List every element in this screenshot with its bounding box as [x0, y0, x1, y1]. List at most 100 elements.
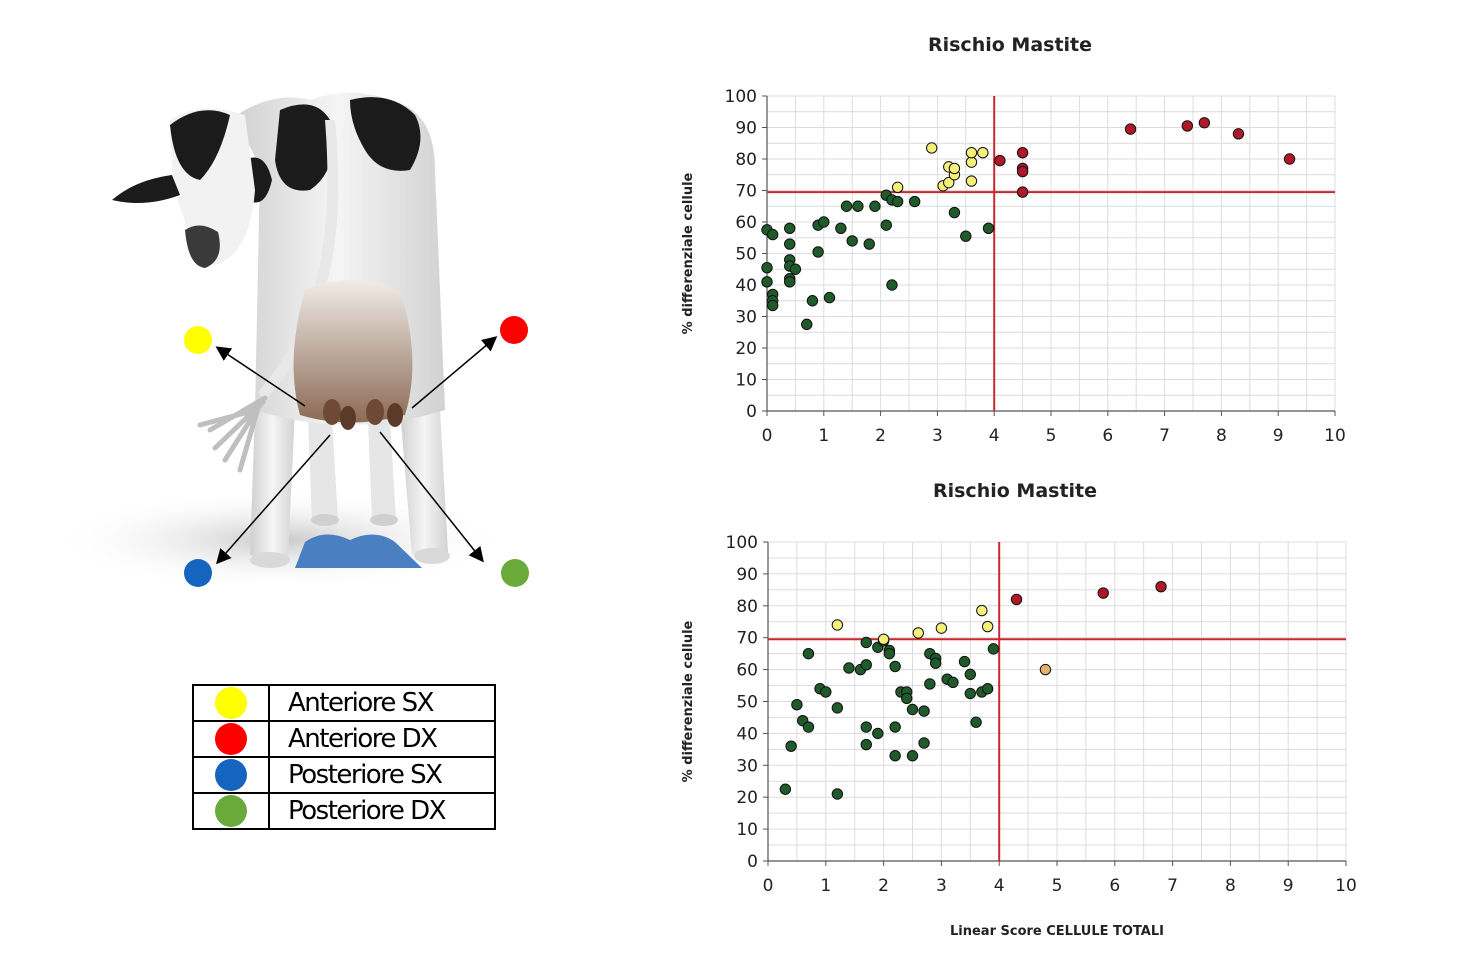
- data-point: [943, 176, 955, 189]
- data-point: [891, 195, 904, 208]
- data-point: [918, 737, 930, 749]
- data-point: [947, 676, 959, 689]
- x-tick-label: 9: [1273, 426, 1284, 446]
- x-tick-label: 6: [1102, 426, 1113, 446]
- cow-hoof: [414, 548, 450, 564]
- data-point: [863, 238, 875, 250]
- x-tick-label: 0: [763, 876, 774, 896]
- data-point: [964, 668, 976, 681]
- data-point: [1016, 186, 1029, 198]
- data-point: [965, 147, 978, 159]
- data-point: [918, 705, 930, 717]
- x-tick-label: 10: [1324, 426, 1346, 446]
- arrow-rear-right: [379, 431, 484, 563]
- data-point: [1155, 580, 1167, 593]
- data-point: [761, 261, 773, 274]
- arrow-rear-left: [216, 434, 331, 565]
- data-point: [960, 230, 972, 242]
- data-point: [846, 235, 858, 247]
- data-point: [791, 698, 803, 711]
- x-tick-label: 6: [1109, 876, 1120, 896]
- data-point: [860, 659, 872, 671]
- data-point: [831, 619, 844, 631]
- legend-swatch-cell: [192, 720, 270, 758]
- x-tick-label: 8: [1225, 876, 1236, 896]
- data-point: [831, 702, 844, 714]
- data-point: [1010, 593, 1023, 606]
- x-tick-label: 7: [1159, 426, 1170, 446]
- legend-label: Anteriore SX: [268, 684, 496, 722]
- data-point: [1016, 147, 1029, 159]
- chart-title: Rischio Mastite: [933, 480, 1097, 502]
- data-point: [1198, 117, 1211, 129]
- x-tick-label: 2: [875, 426, 886, 446]
- x-tick-label: 7: [1167, 876, 1178, 896]
- data-point: [912, 627, 924, 639]
- data-point: [872, 727, 884, 740]
- cow-leg-inner-right: [368, 420, 396, 520]
- legend-swatch: [215, 795, 247, 827]
- data-point: [812, 246, 824, 258]
- y-tick-label: 40: [736, 724, 758, 744]
- legend: Anteriore SX Anteriore DX Posteriore SX Pos…: [192, 684, 496, 830]
- teat-front-left: [323, 399, 341, 425]
- x-tick-label: 9: [1283, 876, 1294, 896]
- data-point: [883, 647, 896, 660]
- x-tick-label: 2: [878, 876, 889, 896]
- y-tick-label: 100: [725, 87, 757, 107]
- y-tick-label: 80: [735, 150, 757, 170]
- data-point: [929, 657, 942, 669]
- x-axis-label: Linear Score CELLULE TOTALI: [950, 924, 1164, 939]
- quarter-dot-rear-left: [184, 559, 212, 587]
- arrow-front-left: [215, 346, 306, 407]
- data-point: [779, 783, 792, 795]
- legend-label: Posteriore DX: [268, 792, 496, 830]
- teat-rear-left: [340, 406, 356, 430]
- cow-muzzle: [185, 225, 220, 268]
- quarter-dot-front-right: [500, 316, 528, 344]
- data-point: [766, 228, 779, 241]
- x-tick-label: 8: [1216, 426, 1227, 446]
- data-point: [1232, 128, 1245, 140]
- data-point: [948, 162, 961, 175]
- data-point: [880, 219, 892, 231]
- data-point: [852, 200, 864, 212]
- data-point: [891, 181, 904, 194]
- cow-illustration: [50, 92, 529, 590]
- quarter-dot-front-left: [184, 326, 212, 354]
- x-tick-label: 1: [818, 426, 829, 446]
- data-point: [877, 633, 890, 645]
- cow-head-spot: [170, 110, 230, 180]
- data-point: [901, 692, 913, 705]
- y-tick-label: 30: [736, 756, 758, 776]
- x-tick-label: 3: [936, 876, 947, 896]
- data-point: [784, 238, 796, 250]
- teat-rear-right: [387, 403, 403, 427]
- x-tick-label: 5: [1052, 876, 1063, 896]
- x-tick-label: 5: [1046, 426, 1057, 446]
- data-point: [1283, 153, 1296, 165]
- data-point: [965, 156, 978, 168]
- data-point: [869, 200, 881, 212]
- y-axis-label: % differenziale cellule: [681, 172, 696, 334]
- data-point: [818, 216, 830, 228]
- legend-row: Anteriore DX: [192, 720, 496, 758]
- legend-swatch: [215, 723, 247, 755]
- cow-hoof: [370, 514, 398, 526]
- x-tick-label: 1: [820, 876, 831, 896]
- y-tick-label: 50: [735, 245, 757, 265]
- legend-row: Anteriore SX: [192, 684, 496, 722]
- y-tick-label: 100: [726, 533, 758, 553]
- teat-front-right: [366, 399, 384, 425]
- data-point: [982, 222, 995, 235]
- data-point: [860, 721, 872, 733]
- data-point: [766, 299, 779, 312]
- data-point: [926, 142, 938, 154]
- data-point: [908, 195, 921, 208]
- y-tick-label: 20: [736, 788, 758, 808]
- legend-label: Anteriore DX: [268, 720, 496, 758]
- data-point: [977, 147, 989, 159]
- chart-title: Rischio Mastite: [928, 34, 1092, 56]
